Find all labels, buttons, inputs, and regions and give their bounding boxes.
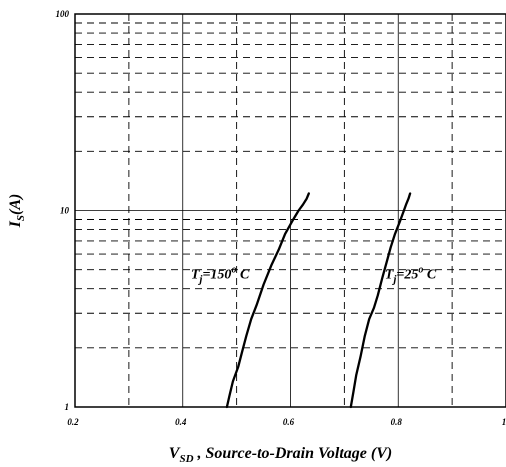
y-tick-label: 1 — [65, 402, 70, 412]
y-tick-label: 10 — [60, 206, 70, 216]
plot-frame — [74, 13, 506, 408]
y-axis-label: IS(A) — [7, 194, 27, 229]
grid — [75, 14, 506, 407]
series-line-2 — [349, 192, 412, 409]
x-tick-label: 1 — [502, 417, 506, 427]
x-tick-label: 0.6 — [283, 417, 295, 427]
x-tick-label: 0.2 — [67, 417, 79, 427]
annotations: Tj=150o C Tj=25o C — [191, 265, 437, 286]
y-tick-label: 100 — [56, 9, 70, 19]
tick-labels: 0.2 0.4 0.6 0.8 1 1 10 100 — [56, 9, 506, 427]
series — [225, 192, 412, 409]
x-tick-label: 0.4 — [175, 417, 187, 427]
x-axis-label: VSD , Source-to-Drain Voltage (V) — [169, 445, 392, 465]
series-annotation-2: Tj=25o C — [385, 265, 437, 286]
x-tick-label: 0.8 — [391, 417, 403, 427]
series-annotation-1: Tj=150o C — [191, 265, 250, 286]
series-line-1 — [225, 192, 310, 409]
